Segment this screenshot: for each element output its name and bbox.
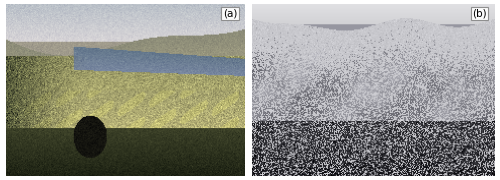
Text: (b): (b) [472,9,486,19]
Text: (a): (a) [223,9,238,19]
